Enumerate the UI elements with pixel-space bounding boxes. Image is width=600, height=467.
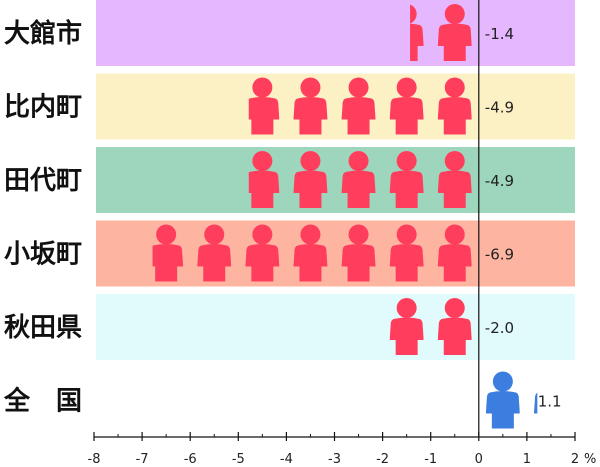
value-label: -2.0 [485, 319, 514, 337]
category-label: 全 国 [3, 386, 82, 417]
category-label: 大館市 [4, 18, 82, 49]
row-band [96, 294, 575, 360]
row-band [96, 147, 575, 213]
x-tick-label: -3 [328, 452, 341, 467]
x-tick-label: -5 [232, 452, 245, 467]
row-band [96, 0, 575, 66]
x-tick-label: 1 [523, 452, 531, 467]
category-label: 秋田県 [4, 313, 82, 343]
category-label: 比内町 [4, 93, 82, 123]
x-tick-label: 0 [475, 452, 483, 467]
x-unit-label: % [584, 452, 596, 467]
x-tick-label: 2 [571, 452, 579, 467]
value-label: -4.9 [485, 172, 514, 190]
x-tick-label: -1 [424, 452, 437, 467]
category-label: 田代町 [4, 166, 82, 196]
x-tick-label: -2 [376, 452, 389, 467]
value-label: -1.4 [485, 25, 514, 43]
category-label: 小坂町 [4, 240, 82, 270]
x-tick-label: -6 [184, 452, 197, 467]
row-band [96, 73, 575, 140]
x-tick-label: -4 [280, 452, 293, 467]
value-label: 1.1 [538, 393, 562, 411]
value-label: -6.9 [485, 246, 514, 264]
x-tick-label: -8 [88, 452, 101, 467]
x-tick-label: -7 [136, 452, 149, 467]
value-label: -4.9 [485, 99, 514, 117]
